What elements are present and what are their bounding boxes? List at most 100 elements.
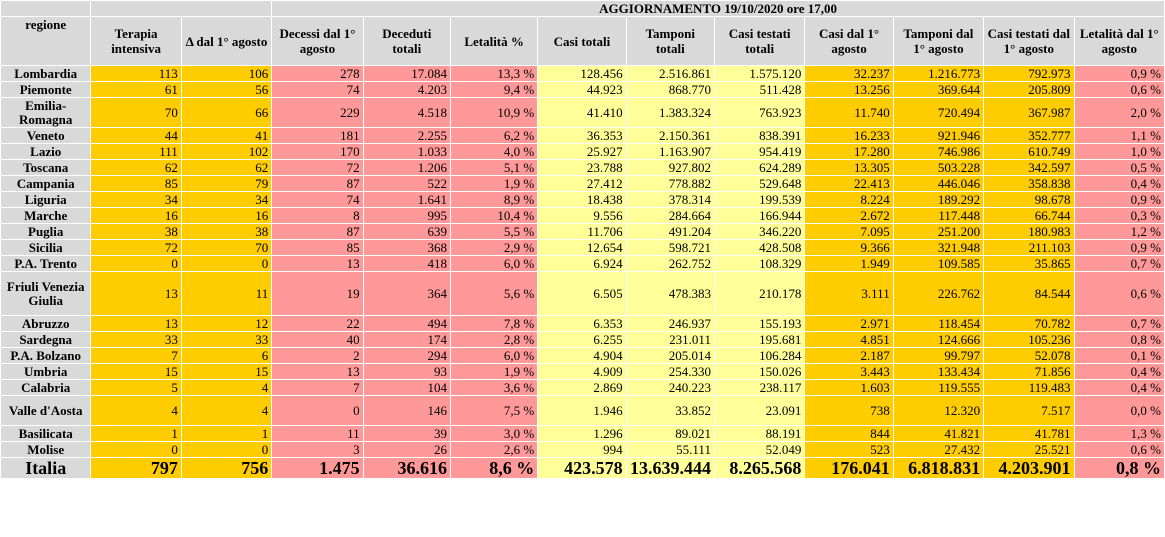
cell-casi-testati-totali: 8.265.568 — [713, 457, 806, 479]
cell-tamponi-agosto: 117.448 — [892, 207, 985, 224]
cell-tamponi-agosto: 251.200 — [892, 223, 985, 240]
cell-terapia-intensiva: 5 — [90, 379, 182, 396]
cell-delta-agosto: 102 — [180, 143, 273, 160]
cell-letalita: 3,6 % — [449, 379, 539, 396]
table-row: Friuli Venezia Giulia 13 11 19 364 5,6 % 6.505… — [0, 271, 1165, 316]
cell-casi-testati-agosto: 52.078 — [983, 347, 1075, 364]
cell-casi-totali: 18.438 — [537, 191, 627, 208]
table-row: Liguria 34 34 74 1.641 8,9 % 18.438 378.314 199.… — [0, 191, 1165, 208]
cell-terapia-intensiva: 13 — [90, 315, 182, 332]
cell-casi-testati-totali: 195.681 — [713, 331, 806, 348]
cell-delta-agosto: 16 — [180, 207, 273, 224]
cell-letalita-agosto: 0,7 % — [1073, 315, 1165, 332]
cell-letalita-agosto: 0,5 % — [1073, 159, 1165, 176]
cell-decessi-agosto: 13 — [271, 255, 364, 272]
cell-casi-agosto: 738 — [804, 395, 894, 426]
cell-letalita-agosto: 0,9 % — [1073, 239, 1165, 256]
cell-casi-totali: 994 — [537, 441, 627, 458]
cell-casi-totali: 11.706 — [537, 223, 627, 240]
cell-casi-testati-totali: 150.026 — [713, 363, 806, 380]
cell-region-name: Friuli Venezia Giulia — [0, 271, 92, 316]
cell-tamponi-agosto: 503.228 — [892, 159, 985, 176]
cell-casi-totali: 44.923 — [537, 81, 627, 98]
cell-delta-agosto: 4 — [180, 379, 273, 396]
cell-casi-agosto: 7.095 — [804, 223, 894, 240]
cell-deceduti-totali: 995 — [362, 207, 451, 224]
cell-deceduti-totali: 522 — [362, 175, 451, 192]
cell-tamponi-agosto: 369.644 — [892, 81, 985, 98]
cell-tamponi-totali: 13.639.444 — [625, 457, 715, 479]
cell-delta-agosto: 11 — [180, 271, 273, 316]
cell-casi-testati-agosto: 71.856 — [983, 363, 1075, 380]
cell-letalita-agosto: 1,2 % — [1073, 223, 1165, 240]
cell-terapia-intensiva: 70 — [90, 97, 182, 128]
cell-casi-agosto: 523 — [804, 441, 894, 458]
cell-casi-agosto: 1.603 — [804, 379, 894, 396]
cell-deceduti-totali: 494 — [362, 315, 451, 332]
cell-casi-testati-totali: 52.049 — [713, 441, 806, 458]
cell-tamponi-totali: 205.014 — [625, 347, 715, 364]
cell-casi-totali: 1.296 — [537, 425, 627, 442]
cell-casi-totali: 1.946 — [537, 395, 627, 426]
table-row: Sardegna 33 33 40 174 2,8 % 6.255 231.011 195.68… — [0, 331, 1165, 348]
cell-deceduti-totali: 1.206 — [362, 159, 451, 176]
cell-casi-testati-agosto: 119.483 — [983, 379, 1075, 396]
update-title: AGGIORNAMENTO 19/10/2020 ore 17,00 — [271, 0, 1165, 17]
cell-delta-agosto: 66 — [180, 97, 273, 128]
cell-deceduti-totali: 364 — [362, 271, 451, 316]
cell-tamponi-agosto: 226.762 — [892, 271, 985, 316]
cell-letalita-agosto: 0,3 % — [1073, 207, 1165, 224]
cell-deceduti-totali: 418 — [362, 255, 451, 272]
cell-terapia-intensiva: 111 — [90, 143, 182, 160]
cell-casi-agosto: 2.187 — [804, 347, 894, 364]
col-header-letalita-agosto: Letalità dal 1° agosto — [1073, 16, 1165, 66]
cell-casi-testati-agosto: 211.103 — [983, 239, 1075, 256]
cell-casi-agosto: 2.971 — [804, 315, 894, 332]
cell-casi-totali: 6.505 — [537, 271, 627, 316]
cell-casi-totali: 12.654 — [537, 239, 627, 256]
cell-delta-agosto: 0 — [180, 255, 273, 272]
cell-casi-testati-agosto: 205.809 — [983, 81, 1075, 98]
cell-tamponi-totali: 1.383.324 — [625, 97, 715, 128]
cell-tamponi-totali: 262.752 — [625, 255, 715, 272]
cell-tamponi-totali: 240.223 — [625, 379, 715, 396]
cell-region-name: Toscana — [0, 159, 92, 176]
cell-tamponi-agosto: 720.494 — [892, 97, 985, 128]
cell-casi-testati-agosto: 66.744 — [983, 207, 1075, 224]
cell-delta-agosto: 756 — [180, 457, 273, 479]
table-row: Umbria 15 15 13 93 1,9 % 4.909 254.330 150.026 3.… — [0, 363, 1165, 380]
cell-region-name: Veneto — [0, 127, 92, 144]
cell-casi-agosto: 13.305 — [804, 159, 894, 176]
cell-casi-testati-totali: 428.508 — [713, 239, 806, 256]
cell-deceduti-totali: 4.518 — [362, 97, 451, 128]
cell-region-name: Liguria — [0, 191, 92, 208]
cell-delta-agosto: 33 — [180, 331, 273, 348]
cell-casi-testati-totali: 108.329 — [713, 255, 806, 272]
cell-decessi-agosto: 3 — [271, 441, 364, 458]
cell-casi-testati-agosto: 352.777 — [983, 127, 1075, 144]
cell-casi-totali: 25.927 — [537, 143, 627, 160]
col-header-casi-agosto: Casi dal 1° agosto — [804, 16, 894, 66]
cell-decessi-agosto: 87 — [271, 223, 364, 240]
cell-tamponi-agosto: 41.821 — [892, 425, 985, 442]
cell-region-name: Umbria — [0, 363, 92, 380]
cell-deceduti-totali: 294 — [362, 347, 451, 364]
cell-casi-testati-totali: 210.178 — [713, 271, 806, 316]
cell-casi-testati-totali: 624.289 — [713, 159, 806, 176]
cell-deceduti-totali: 17.084 — [362, 65, 451, 82]
cell-letalita-agosto: 0,8 % — [1073, 457, 1165, 479]
cell-terapia-intensiva: 1 — [90, 425, 182, 442]
cell-region-name: P.A. Bolzano — [0, 347, 92, 364]
cell-decessi-agosto: 72 — [271, 159, 364, 176]
cell-decessi-agosto: 8 — [271, 207, 364, 224]
cell-region-name: Basilicata — [0, 425, 92, 442]
cell-tamponi-agosto: 133.434 — [892, 363, 985, 380]
cell-terapia-intensiva: 797 — [90, 457, 182, 479]
cell-casi-testati-agosto: 358.838 — [983, 175, 1075, 192]
cell-decessi-agosto: 19 — [271, 271, 364, 316]
cell-region-name: Lazio — [0, 143, 92, 160]
cell-region-name: Lombardia — [0, 65, 92, 82]
cell-tamponi-totali: 478.383 — [625, 271, 715, 316]
cell-region-name: Piemonte — [0, 81, 92, 98]
cell-casi-testati-agosto: 98.678 — [983, 191, 1075, 208]
